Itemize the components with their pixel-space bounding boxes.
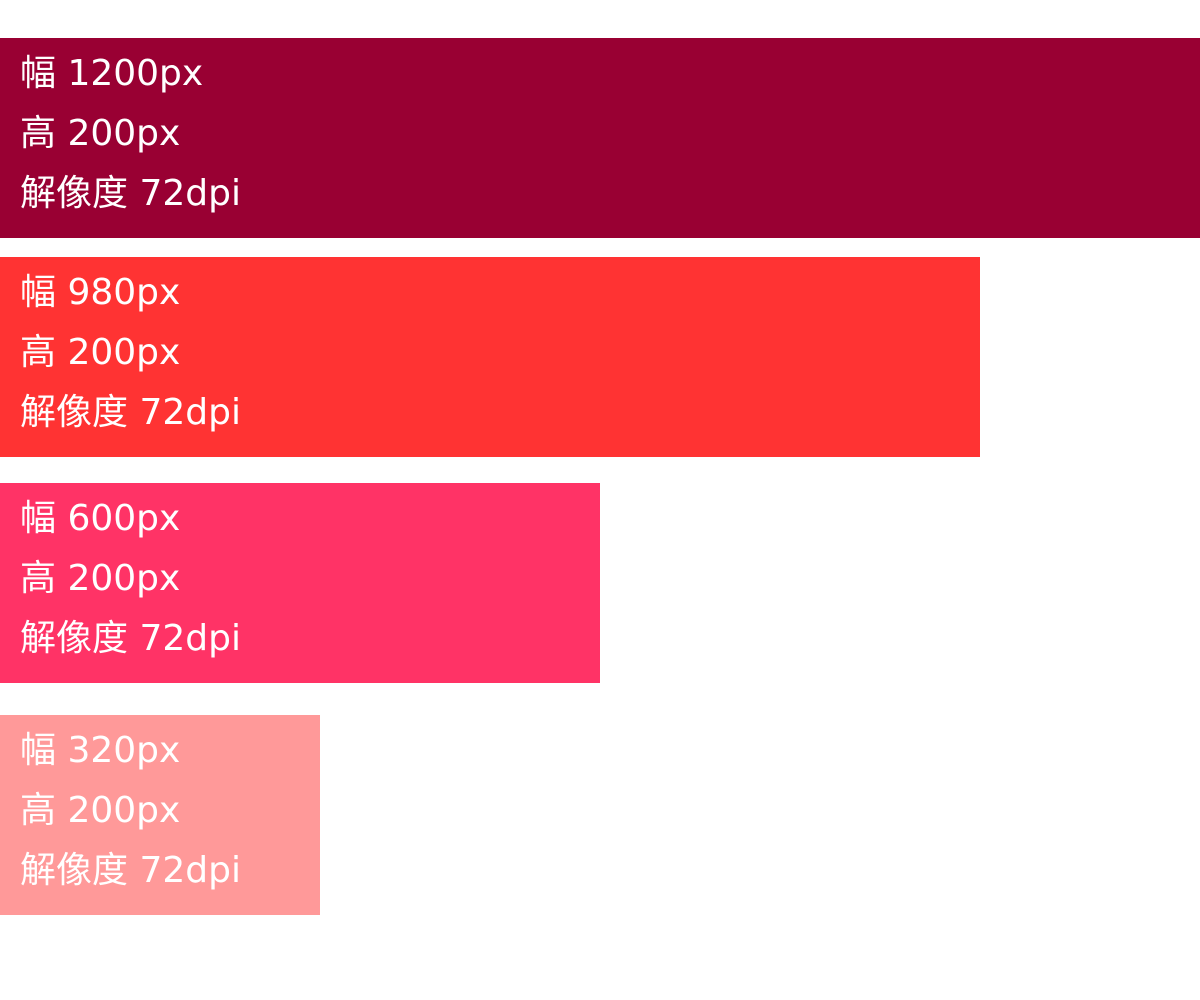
- resolution-label: 解像度 72dpi: [20, 392, 241, 433]
- width-label: 幅 1200px: [20, 53, 204, 94]
- resolution-label: 解像度 72dpi: [20, 618, 241, 659]
- size-block-1200: 幅 1200px 高 200px 解像度 72dpi: [0, 38, 1200, 238]
- resolution-label: 解像度 72dpi: [20, 173, 241, 214]
- width-label: 幅 980px: [20, 272, 181, 313]
- resolution-label: 解像度 72dpi: [20, 850, 241, 891]
- height-label: 高 200px: [20, 558, 181, 599]
- size-block-980: 幅 980px 高 200px 解像度 72dpi: [0, 257, 980, 457]
- height-label: 高 200px: [20, 332, 181, 373]
- width-label: 幅 320px: [20, 730, 181, 771]
- width-label: 幅 600px: [20, 498, 181, 539]
- size-block-320: 幅 320px 高 200px 解像度 72dpi: [0, 715, 320, 915]
- height-label: 高 200px: [20, 113, 181, 154]
- height-label: 高 200px: [20, 790, 181, 831]
- size-block-600: 幅 600px 高 200px 解像度 72dpi: [0, 483, 600, 683]
